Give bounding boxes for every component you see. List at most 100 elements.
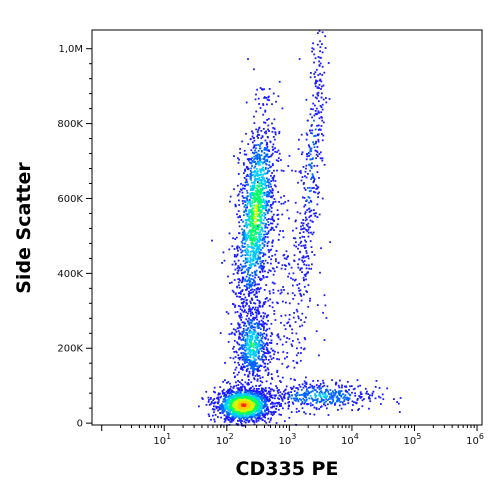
event-dot [261, 358, 264, 361]
event-dot [295, 241, 297, 244]
event-dot [271, 405, 274, 408]
event-dot [246, 202, 249, 205]
event-dot [255, 355, 257, 357]
event-dot [257, 367, 259, 370]
event-dot [336, 400, 338, 403]
event-dot [227, 391, 230, 393]
event-dot [300, 222, 303, 224]
event-dot [266, 352, 268, 355]
event-dot [270, 165, 272, 168]
event-dot [244, 395, 247, 398]
event-dot [260, 228, 262, 231]
event-dot [315, 153, 318, 156]
event-dot [235, 415, 238, 418]
event-dot [241, 289, 244, 291]
event-dot [267, 359, 270, 361]
event-dot [246, 334, 249, 337]
event-dot [266, 202, 269, 205]
event-dot [246, 315, 248, 317]
event-dot [245, 414, 248, 416]
event-dot [316, 164, 319, 167]
event-dot [326, 385, 329, 388]
event-dot [293, 397, 295, 400]
event-dot [249, 173, 252, 176]
event-dot [284, 268, 287, 271]
event-dot [311, 220, 314, 223]
event-dot [306, 134, 309, 136]
event-dot [315, 68, 318, 71]
event-dot [260, 191, 263, 193]
event-dot [265, 369, 267, 372]
event-dot [386, 387, 389, 390]
event-dot [237, 216, 240, 219]
event-dot [248, 310, 250, 313]
event-dot [240, 402, 243, 404]
event-dot [251, 299, 254, 301]
event-dot [256, 388, 258, 390]
event-dot [253, 221, 256, 224]
event-dot [270, 195, 273, 198]
event-dot [251, 204, 253, 207]
event-dot [231, 401, 234, 404]
event-dot [297, 181, 299, 184]
event-dot [249, 225, 252, 228]
event-dot [303, 205, 306, 208]
event-dot [257, 411, 260, 414]
event-dot [263, 245, 266, 248]
event-dot [309, 219, 312, 222]
event-dot [247, 411, 250, 413]
event-dot [280, 414, 282, 416]
event-dot [251, 333, 254, 336]
event-dot [309, 297, 311, 300]
event-dot [262, 183, 265, 185]
event-dot [251, 263, 254, 265]
event-dot [323, 402, 326, 404]
event-dot [241, 244, 244, 247]
event-dot [272, 143, 275, 146]
event-dot [238, 295, 241, 298]
event-dot [295, 361, 298, 364]
event-dot [295, 308, 298, 311]
event-dot [308, 211, 311, 213]
event-dot [240, 251, 243, 254]
event-dot [270, 262, 272, 265]
event-dot [302, 219, 304, 221]
event-dot [264, 224, 267, 227]
event-dot [277, 333, 279, 336]
event-dot [255, 190, 257, 192]
event-dot [273, 397, 276, 400]
event-dot [229, 382, 231, 385]
event-dot [235, 384, 238, 387]
event-dot [264, 405, 267, 407]
event-dot [242, 411, 245, 414]
event-dot [253, 377, 255, 380]
event-dot [263, 233, 265, 236]
event-dot [250, 258, 252, 261]
event-dot [240, 409, 243, 412]
event-dot [258, 236, 260, 238]
event-dot [293, 294, 296, 297]
event-dot [241, 268, 243, 271]
event-dot [299, 251, 302, 254]
event-dot [271, 222, 274, 225]
event-dot [256, 323, 259, 326]
event-dot [217, 398, 220, 400]
event-dot [249, 407, 252, 409]
event-dot [266, 348, 269, 351]
event-dot [255, 238, 258, 241]
event-dot [305, 250, 308, 252]
event-dot [369, 397, 371, 400]
event-dot [266, 245, 269, 247]
event-dot [249, 238, 252, 241]
event-dot [288, 302, 291, 305]
event-dot [266, 177, 268, 180]
event-dot [322, 98, 325, 101]
event-dot [258, 219, 261, 222]
event-dot [231, 263, 234, 266]
event-dot [233, 279, 236, 281]
event-dot [259, 168, 261, 171]
event-dot [262, 347, 264, 350]
event-dot [270, 322, 273, 325]
event-dot [332, 398, 334, 400]
event-dot [240, 255, 243, 258]
